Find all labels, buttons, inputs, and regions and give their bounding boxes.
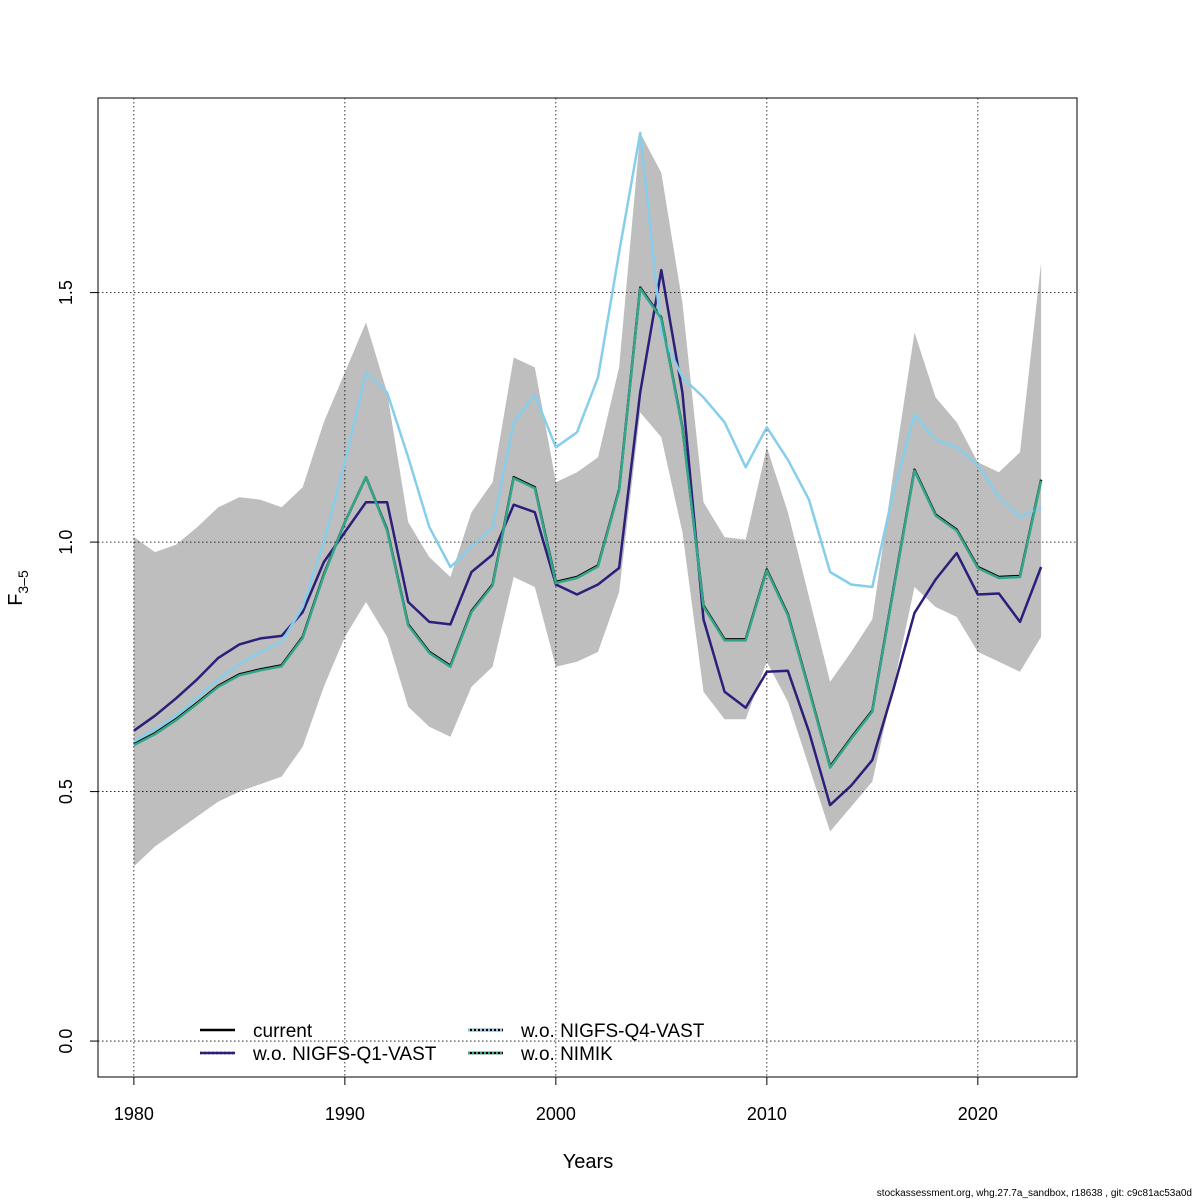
- y-tick-label-group: 0.0: [56, 1029, 76, 1054]
- x-tick-label: 1990: [325, 1104, 365, 1124]
- y-tick-label: 0.0: [56, 1029, 76, 1054]
- x-tick-label: 2000: [536, 1104, 576, 1124]
- y-tick-label-group: 1.0: [56, 530, 76, 555]
- legend-label-3: w.o. NIMIK: [520, 1044, 613, 1065]
- series-layer: [133, 131, 1043, 807]
- y-tick-label: 1.5: [56, 280, 76, 305]
- footer-credit: stockassessment.org, whg.27.7a_sandbox, …: [877, 1188, 1192, 1199]
- axis-layer: 1980 1990 2000 2010 2020 0.0 0.5 1.0 1.5: [56, 280, 998, 1124]
- y-axis-title-main: F: [5, 594, 27, 606]
- series-line-1: [133, 268, 1043, 807]
- y-axis-title: F3–5: [5, 570, 31, 606]
- confidence-band-layer: [133, 132, 1042, 867]
- y-tick-label: 0.5: [56, 779, 76, 804]
- grid-layer: [98, 98, 1077, 1077]
- x-tick-label: 2020: [958, 1104, 998, 1124]
- legend-label-0: current: [253, 1021, 313, 1042]
- y-tick-label-group: 0.5: [56, 779, 76, 804]
- x-tick-label: 2010: [747, 1104, 787, 1124]
- y-tick-label: 1.0: [56, 530, 76, 555]
- y-axis-title-subscript: 3–5: [15, 570, 31, 594]
- series-line-2: [133, 131, 1042, 743]
- legend-label-2: w.o. NIGFS-Q4-VAST: [520, 1021, 705, 1042]
- y-axis-title-text: F3–5: [5, 570, 31, 606]
- series-line-3: [133, 287, 1043, 769]
- x-tick-label: 1980: [114, 1104, 154, 1124]
- y-tick-label-group: 1.5: [56, 280, 76, 305]
- legend-label-1: w.o. NIGFS-Q1-VAST: [252, 1044, 437, 1065]
- confidence-band: [133, 132, 1042, 867]
- x-axis-title: Years: [563, 1151, 613, 1173]
